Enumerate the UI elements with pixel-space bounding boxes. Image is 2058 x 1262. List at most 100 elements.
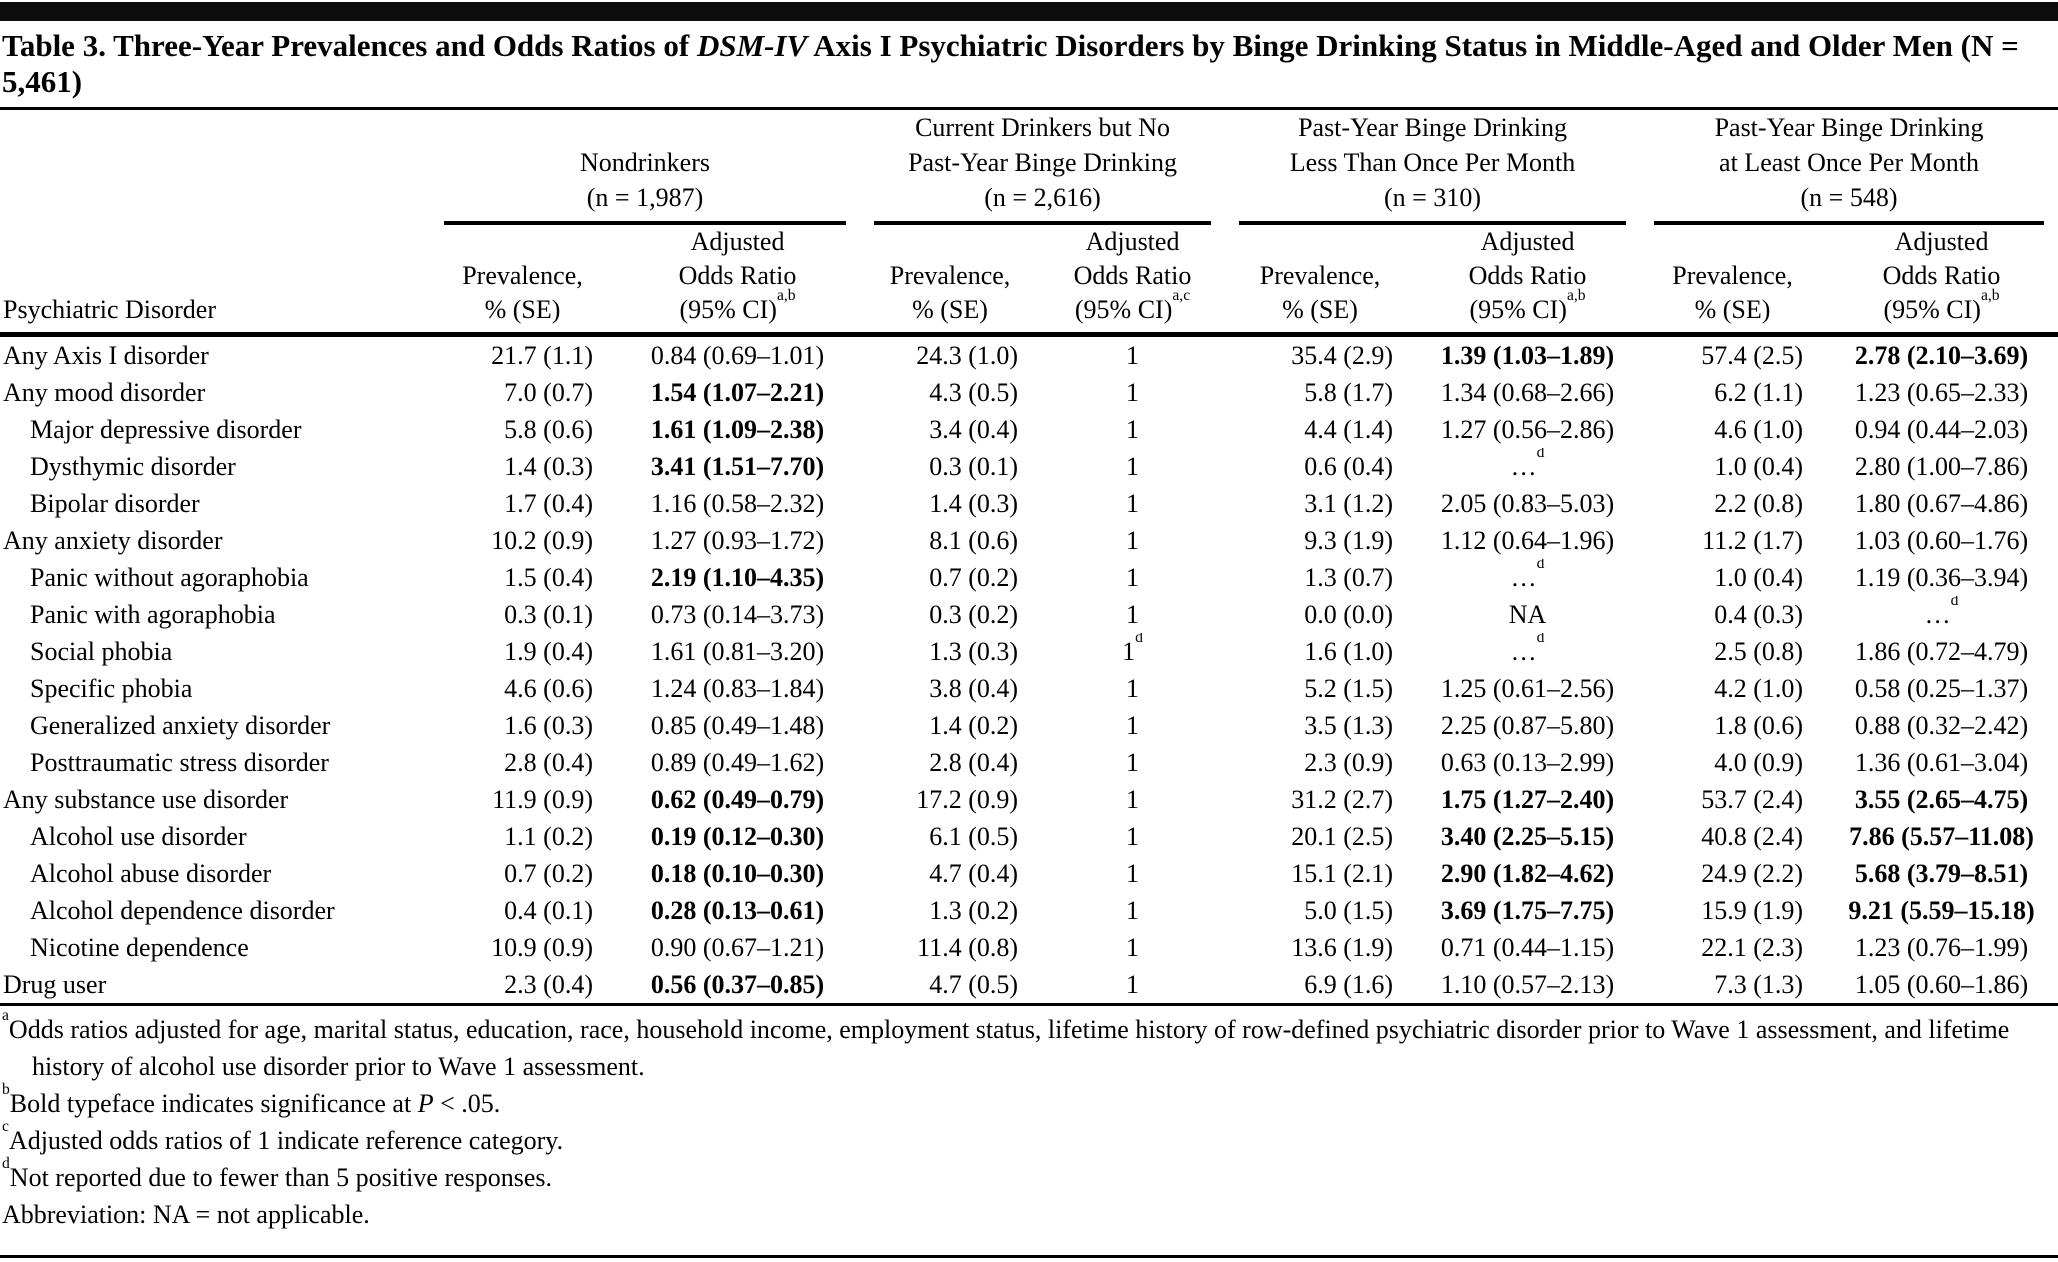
table-row: Bipolar disorder 1.7 (0.4) 1.16 (0.58–2.32…: [0, 485, 2058, 522]
prevalence-cell: 1.5 (0.4): [504, 563, 593, 592]
odds-ratio-cell: 1.54 (1.07–2.21): [650, 378, 825, 407]
prevalence-cell: 5.8 (1.7): [1304, 378, 1394, 407]
prevalence-cell: 0.4 (0.3): [1714, 600, 1804, 629]
prevalence-cell: 4.2 (1.0): [1714, 674, 1804, 703]
odds-ratio-cell: 1d: [1040, 633, 1225, 670]
bottom-rule: [0, 1255, 2058, 1262]
table-row: Drug user 2.3 (0.4) 0.56 (0.37–0.85) 4.7 (0…: [0, 966, 2058, 1006]
odds-ratio-cell: 0.90 (0.67–1.21): [650, 933, 825, 962]
prevalence-cell: 1.4 (0.3): [504, 452, 593, 481]
table-title: Table 3. Three-Year Prevalences and Odds…: [0, 21, 2058, 110]
prevalence-cell: 0.4 (0.1): [504, 896, 593, 925]
odds-ratio-cell: 1: [1126, 748, 1140, 777]
odds-ratio-cell: 0.94 (0.44–2.03): [1854, 415, 2029, 444]
odds-ratio-cell: 1: [1126, 526, 1140, 555]
prevalence-cell: 0.0 (0.0): [1304, 600, 1394, 629]
footnote-c: cAdjusted odds ratios of 1 indicate refe…: [2, 1117, 564, 1155]
prevalence-cell: 1.6 (0.3): [504, 711, 593, 740]
odds-ratio-cell: 0.84 (0.69–1.01): [650, 341, 825, 370]
prevalence-cell: 7.0 (0.7): [504, 378, 593, 407]
prevalence-cell: 4.6 (1.0): [1714, 415, 1804, 444]
odds-ratio-cell: 0.18 (0.10–0.30): [650, 859, 825, 888]
odds-ratio-cell: 1: [1126, 378, 1140, 407]
footnote-marker: d: [1536, 633, 1545, 646]
odds-ratio-cell: 3.41 (1.51–7.70): [650, 452, 825, 481]
prevalence-cell: 1.3 (0.3): [929, 637, 1019, 666]
footnote-marker: d: [1536, 448, 1545, 461]
prevalence-cell: 6.2 (1.1): [1714, 378, 1804, 407]
prevalence-cell: 21.7 (1.1): [491, 341, 593, 370]
table-row: Alcohol dependence disorder 0.4 (0.1) 0.28…: [0, 892, 2058, 929]
odds-ratio-cell: 2.90 (1.82–4.62): [1440, 859, 1615, 888]
row-label-cell: Any mood disorder: [3, 378, 206, 407]
footnotes-section: aOdds ratios adjusted for age, marital s…: [0, 1006, 2058, 1233]
prevalence-cell: 4.6 (0.6): [504, 674, 593, 703]
odds-ratio-cell: 1: [1040, 966, 1226, 1006]
prevalence-cell: 1.1 (0.2): [504, 822, 593, 851]
footnote-a: aOdds ratios adjusted for age, marital s…: [2, 1006, 2010, 1081]
odds-ratio-cell: 0.88 (0.32–2.42): [1854, 711, 2029, 740]
group-title-line: Nondrinkers: [580, 148, 710, 177]
table-row: Alcohol abuse disorder 0.7 (0.2) 0.18 (0.1…: [0, 855, 2058, 892]
odds-ratio-cell: 1.39 (1.03–1.89): [1440, 341, 1615, 370]
prevalence-header: Prevalence,% (SE): [1225, 225, 1416, 337]
prevalence-cell: 3.1 (1.2): [1304, 489, 1394, 518]
odds-ratio-cell: 1.36 (0.61–3.04): [1854, 748, 2029, 777]
table-row: Posttraumatic stress disorder 2.8 (0.4) 0.…: [0, 744, 2058, 781]
row-label-cell: Drug user: [0, 966, 430, 1006]
prevalence-cell: 35.4 (2.9): [1291, 341, 1394, 370]
odds-ratio-cell: …d: [1415, 633, 1640, 670]
table-title-text: Axis I Psychiatric Disorders by Binge Dr…: [2, 28, 2019, 99]
odds-ratio-cell: 1: [1126, 674, 1140, 703]
prevalence-cell: 15.9 (1.9): [1701, 896, 1804, 925]
table-row: Alcohol use disorder 1.1 (0.2) 0.19 (0.12–…: [0, 818, 2058, 855]
prevalence-cell: 4.7 (0.4): [929, 859, 1019, 888]
group-header-binge-at-least-monthly: Past-Year Binge Drinking at Least Once P…: [1640, 110, 2058, 225]
table-title-italic: DSM-IV: [696, 28, 808, 63]
odds-ratio-cell: 2.80 (1.00–7.86): [1854, 452, 2029, 481]
prevalence-cell: 22.1 (2.3): [1701, 933, 1804, 962]
prevalence-cell: 3.5 (1.3): [1304, 711, 1394, 740]
odds-ratio-cell: 0.58 (0.25–1.37): [1854, 674, 2029, 703]
table-row: Generalized anxiety disorder 1.6 (0.3) 0.8…: [0, 707, 2058, 744]
footnote-d: dNot reported due to fewer than 5 positi…: [2, 1154, 553, 1192]
prevalence-header: Prevalence,% (SE): [430, 225, 615, 337]
prevalence-cell: 1.3 (0.2): [929, 896, 1019, 925]
odds-ratio-cell: 0.89 (0.49–1.62): [650, 748, 825, 777]
prevalence-cell: 10.2 (0.9): [491, 526, 593, 555]
prevalence-cell: 2.8 (0.4): [929, 748, 1019, 777]
column-header-row: Psychiatric Disorder Prevalence,% (SE) A…: [0, 225, 2058, 337]
table-row: Major depressive disorder 5.8 (0.6) 1.61 (…: [0, 411, 2058, 448]
group-title-line: Less Than Once Per Month: [1289, 148, 1576, 177]
row-label-cell: Alcohol use disorder: [30, 822, 247, 851]
prevalence-cell: 11.4 (0.8): [917, 933, 1019, 962]
row-label-cell: Generalized anxiety disorder: [30, 711, 331, 740]
odds-ratio-cell: 1.75 (1.27–2.40): [1440, 785, 1615, 814]
prevalence-cell: 15.1 (2.1): [1291, 859, 1394, 888]
group-header-current-drinkers-no-binge: Current Drinkers but No Past-Year Binge …: [860, 110, 1225, 225]
row-label-cell: Alcohol abuse disorder: [30, 859, 272, 888]
odds-ratio-header: Adjusted Odds Ratio (95% CI)a,b: [1415, 225, 1641, 337]
row-label-cell: Any anxiety disorder: [3, 526, 223, 555]
row-label-cell: Any Axis I disorder: [3, 341, 209, 370]
prevalence-cell: 5.0 (1.5): [1304, 896, 1394, 925]
prevalence-cell: 17.2 (0.9): [916, 785, 1019, 814]
odds-ratio-cell: 3.69 (1.75–7.75): [1440, 896, 1615, 925]
odds-ratio-cell: 0.62 (0.49–0.79): [650, 785, 825, 814]
row-label-cell: Alcohol dependence disorder: [30, 896, 335, 925]
odds-ratio-cell: 1: [1126, 341, 1140, 370]
odds-ratio-cell: 1.61 (1.09–2.38): [650, 415, 825, 444]
row-label-cell: Any substance use disorder: [3, 785, 289, 814]
footnote-marker: a,b: [776, 286, 796, 304]
prevalence-cell: 53.7 (2.4): [1701, 785, 1804, 814]
odds-ratio-cell: …d: [1415, 559, 1640, 596]
footnote-marker: d: [1536, 559, 1545, 572]
group-header-nondrinkers: Nondrinkers (n = 1,987): [430, 110, 860, 225]
odds-ratio-cell: …d: [1415, 448, 1640, 485]
prevalence-cell: 20.1 (2.5): [1291, 822, 1394, 851]
odds-ratio-header: Adjusted Odds Ratio (95% CI)a,c: [1040, 225, 1226, 337]
odds-ratio-cell: 0.73 (0.14–3.73): [650, 600, 825, 629]
footnote-marker: d: [2, 1154, 10, 1172]
odds-ratio-cell: 1.03 (0.60–1.76): [1854, 526, 2029, 555]
